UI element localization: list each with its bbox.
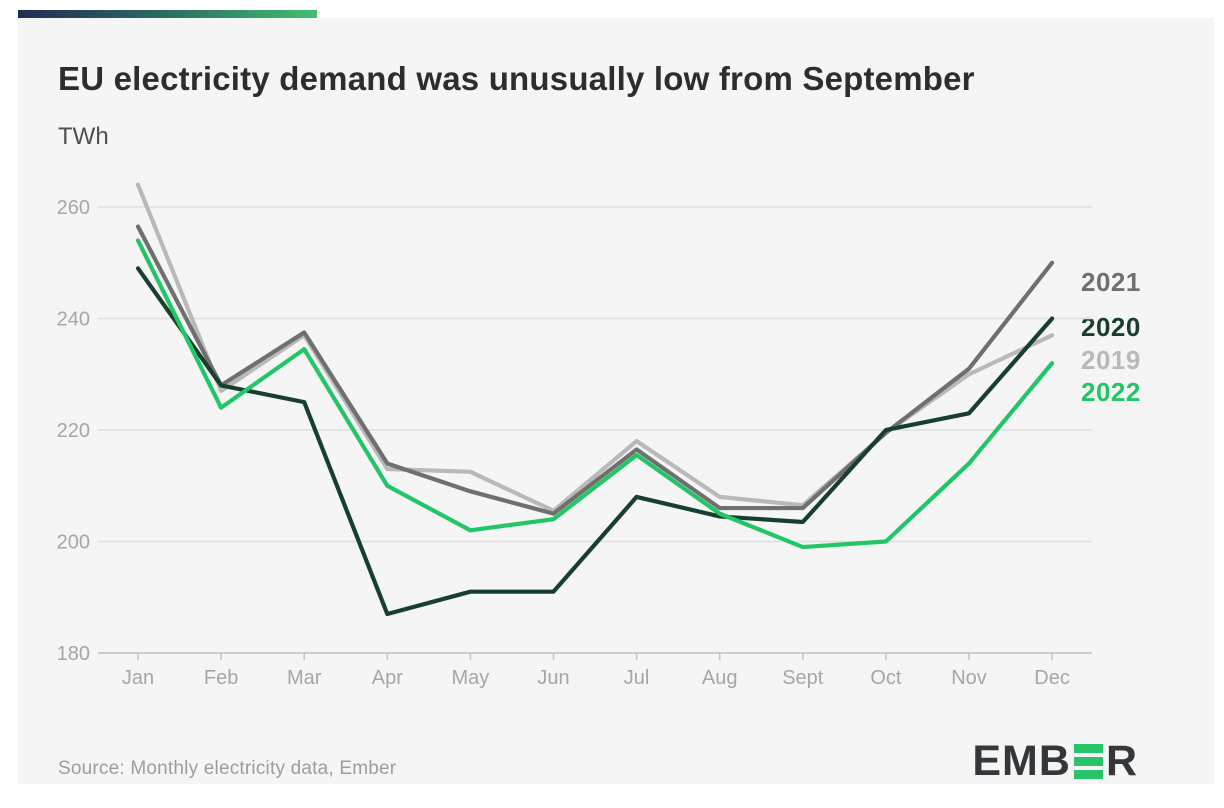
ember-logo-e-bars-icon [1073,744,1103,779]
legend-label-2021: 2021 [1081,267,1141,297]
logo-bar [1073,744,1103,753]
unit-label: TWh [58,123,109,150]
chart-title: EU electricity demand was unusually low … [58,60,975,97]
chart-card: EU electricity demand was unusually low … [18,18,1214,784]
logo-bar [1073,770,1103,779]
ember-logo-text-r: R [1105,737,1138,785]
legend-label-2019: 2019 [1081,345,1141,375]
ember-logo: EMB R [972,740,1138,783]
legend-label-2020: 2020 [1081,312,1141,342]
logo-bar [1073,757,1103,766]
legend-label-2022: 2022 [1081,377,1141,407]
accent-bar [18,10,317,19]
source-note: Source: Monthly electricity data, Ember [58,758,397,779]
ember-logo-text-emb: EMB [972,737,1071,785]
